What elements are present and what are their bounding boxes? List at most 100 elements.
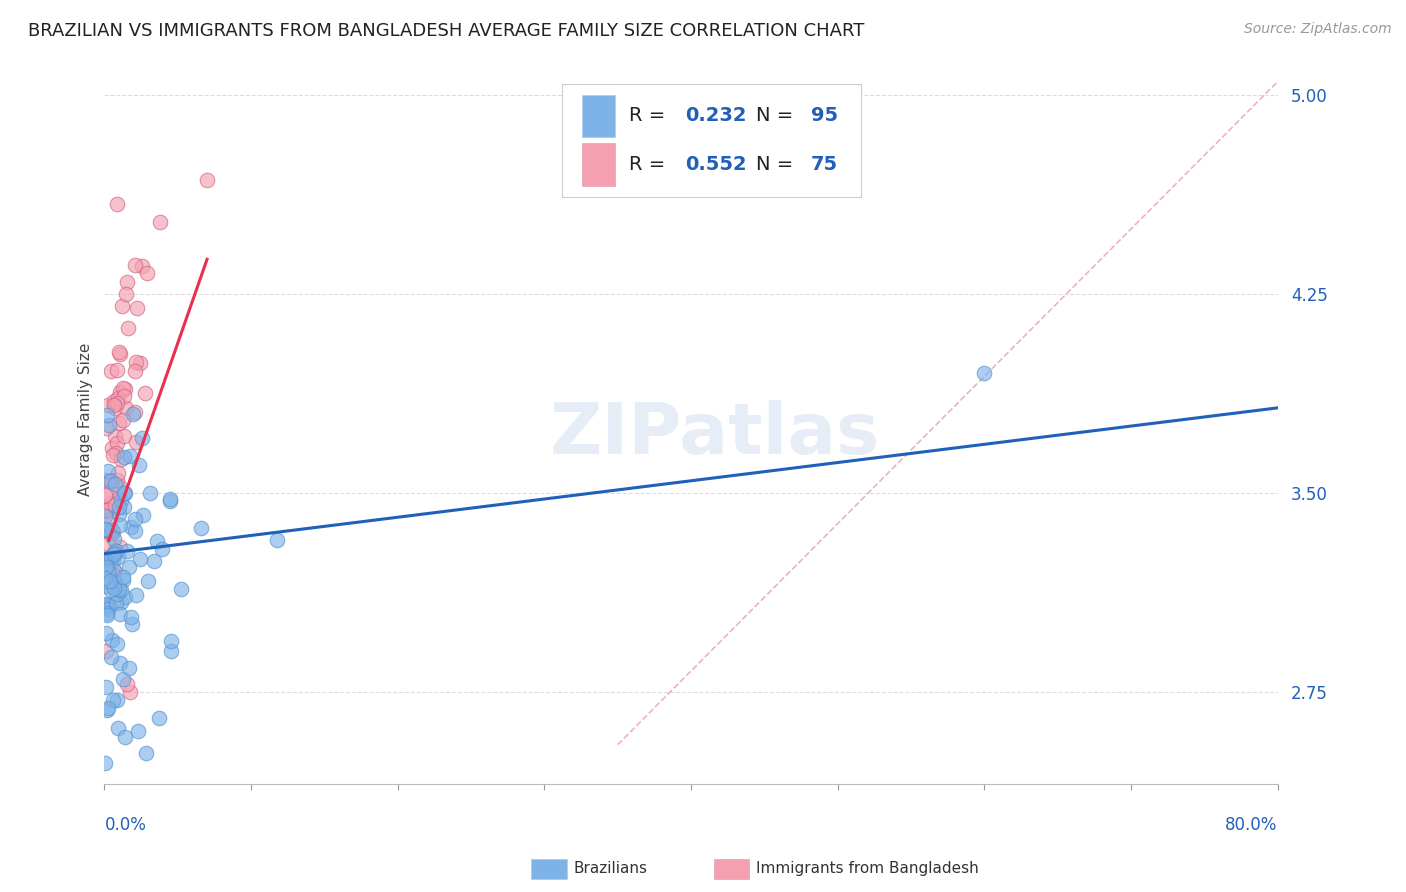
Point bbox=[96, 564, 118, 578]
Point bbox=[107, 197, 129, 211]
Point bbox=[103, 565, 125, 579]
Point bbox=[96, 703, 118, 717]
Point bbox=[105, 587, 128, 601]
Point bbox=[120, 610, 142, 624]
Point bbox=[103, 567, 125, 582]
Point bbox=[103, 547, 125, 561]
Point bbox=[143, 554, 166, 568]
Text: BRAZILIAN VS IMMIGRANTS FROM BANGLADESH AVERAGE FAMILY SIZE CORRELATION CHART: BRAZILIAN VS IMMIGRANTS FROM BANGLADESH … bbox=[28, 22, 865, 40]
Text: Brazilians: Brazilians bbox=[574, 862, 648, 876]
Point bbox=[98, 549, 121, 564]
Point bbox=[97, 556, 120, 570]
Point bbox=[96, 502, 118, 516]
Point bbox=[96, 503, 118, 517]
Point bbox=[101, 503, 124, 517]
Point bbox=[108, 385, 131, 400]
Point bbox=[103, 448, 125, 462]
Point bbox=[111, 380, 134, 394]
Point bbox=[118, 684, 141, 698]
Point bbox=[98, 599, 121, 614]
Point bbox=[101, 632, 124, 647]
Point bbox=[125, 354, 148, 368]
Point bbox=[107, 416, 129, 430]
Text: 80.0%: 80.0% bbox=[1225, 816, 1278, 834]
Point bbox=[108, 347, 131, 361]
Point bbox=[110, 607, 132, 622]
Point bbox=[114, 383, 136, 397]
Point bbox=[105, 596, 128, 610]
Point bbox=[103, 563, 125, 577]
Point bbox=[120, 449, 142, 463]
Point bbox=[124, 405, 146, 419]
Point bbox=[129, 552, 152, 566]
Point bbox=[94, 504, 117, 518]
Point bbox=[124, 512, 146, 526]
Point bbox=[94, 508, 117, 523]
Point bbox=[96, 608, 118, 623]
Point bbox=[110, 452, 132, 467]
Text: Source: ZipAtlas.com: Source: ZipAtlas.com bbox=[1244, 22, 1392, 37]
Point bbox=[107, 467, 129, 481]
Point bbox=[107, 637, 129, 651]
Point bbox=[94, 756, 117, 771]
Text: 0.232: 0.232 bbox=[685, 106, 747, 125]
Y-axis label: Average Family Size: Average Family Size bbox=[79, 343, 93, 497]
Point bbox=[94, 488, 117, 502]
Point bbox=[94, 572, 117, 586]
Point bbox=[111, 673, 134, 687]
Point bbox=[100, 583, 122, 598]
Point bbox=[96, 537, 118, 551]
Point bbox=[124, 258, 146, 272]
Point bbox=[96, 606, 118, 620]
Point bbox=[108, 518, 131, 533]
Point bbox=[98, 526, 121, 541]
Point bbox=[136, 267, 159, 281]
Point bbox=[100, 363, 122, 377]
Point bbox=[96, 552, 118, 566]
Point bbox=[112, 573, 135, 587]
Point bbox=[104, 477, 127, 491]
FancyBboxPatch shape bbox=[582, 95, 614, 136]
Point bbox=[159, 491, 181, 506]
Point bbox=[101, 525, 124, 540]
Point bbox=[101, 692, 124, 706]
Point bbox=[96, 680, 118, 694]
Point bbox=[190, 521, 212, 535]
Point bbox=[170, 582, 193, 597]
Point bbox=[104, 401, 127, 415]
Point bbox=[124, 364, 146, 378]
FancyBboxPatch shape bbox=[562, 85, 860, 197]
Point bbox=[146, 533, 169, 548]
Point bbox=[94, 600, 117, 615]
Point bbox=[111, 299, 134, 313]
Point bbox=[124, 524, 146, 539]
Point bbox=[107, 391, 129, 405]
Point bbox=[110, 582, 132, 597]
Point bbox=[115, 543, 138, 558]
Point bbox=[114, 401, 136, 416]
Point bbox=[96, 598, 118, 612]
Point bbox=[104, 542, 127, 557]
Text: N =: N = bbox=[755, 155, 799, 174]
Point bbox=[104, 543, 127, 558]
Point bbox=[103, 582, 125, 596]
Point bbox=[101, 474, 124, 488]
Text: R =: R = bbox=[628, 155, 671, 174]
Point bbox=[107, 344, 129, 359]
Point bbox=[105, 396, 128, 410]
Point bbox=[112, 413, 135, 427]
Point bbox=[114, 485, 136, 500]
Point bbox=[129, 356, 152, 370]
Point bbox=[98, 474, 121, 488]
Point bbox=[195, 173, 218, 187]
Point bbox=[105, 693, 128, 707]
Point bbox=[973, 367, 995, 381]
Point bbox=[94, 523, 117, 537]
Point bbox=[94, 579, 117, 593]
Point bbox=[97, 701, 120, 715]
Text: 0.0%: 0.0% bbox=[104, 816, 146, 834]
Point bbox=[122, 408, 145, 422]
Point bbox=[104, 446, 127, 460]
Point bbox=[114, 590, 136, 604]
Point bbox=[101, 441, 124, 455]
